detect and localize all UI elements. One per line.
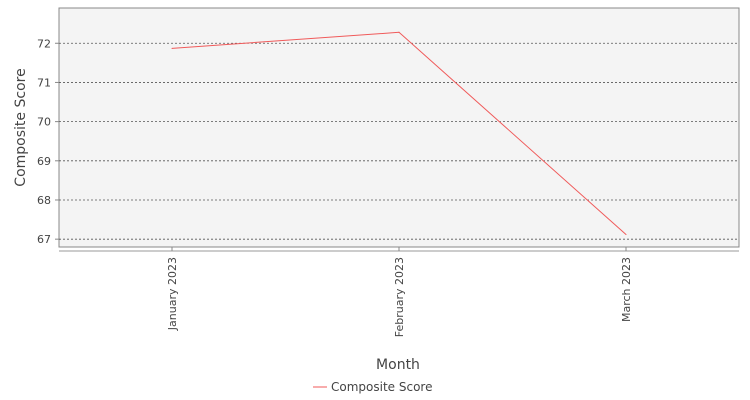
x-tick-label: January 2023	[166, 257, 179, 331]
legend: Composite Score	[313, 380, 432, 394]
y-tick-label: 68	[37, 194, 51, 207]
x-axis-ticks: January 2023 February 2023 March 2023	[166, 247, 633, 337]
plot-background	[58, 7, 740, 248]
x-axis-title: Month	[376, 357, 420, 373]
data-point	[171, 47, 173, 49]
y-axis-ticks: 67 68 69 70 71 72	[37, 37, 59, 246]
y-tick-label: 72	[37, 37, 51, 50]
y-tick-label: 70	[37, 116, 51, 129]
x-tick-label: February 2023	[393, 257, 406, 337]
y-tick-label: 67	[37, 233, 51, 246]
y-axis-title: Composite Score	[13, 68, 29, 186]
x-tick-label: March 2023	[620, 257, 633, 322]
data-point	[625, 233, 627, 235]
y-tick-label: 71	[37, 76, 51, 89]
data-point	[398, 31, 400, 33]
y-tick-label: 69	[37, 155, 51, 168]
legend-label: Composite Score	[331, 380, 432, 394]
series-layer	[171, 31, 627, 235]
